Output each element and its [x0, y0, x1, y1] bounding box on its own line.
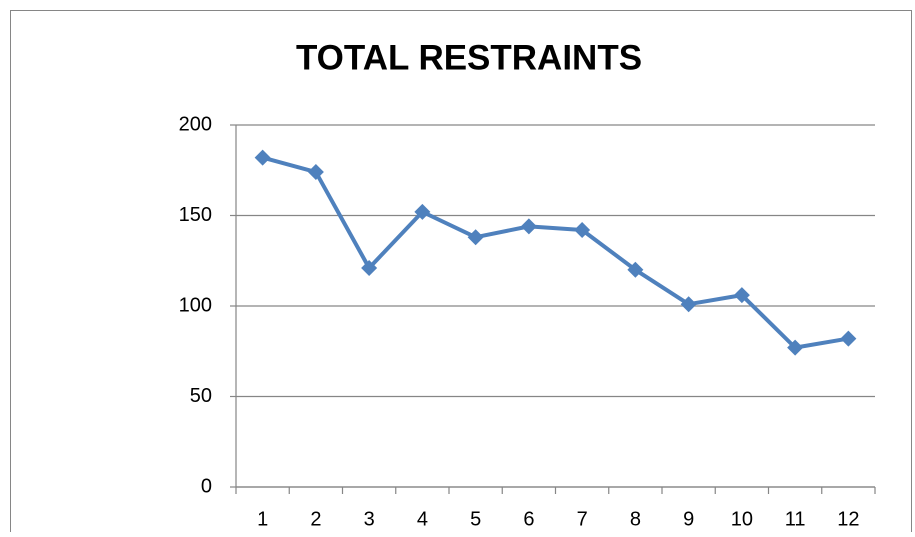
data-point [574, 221, 591, 238]
x-tick-label: 12 [837, 508, 859, 530]
x-tick-label: 8 [630, 508, 641, 530]
x-tick-label: 5 [470, 508, 481, 530]
data-point [520, 218, 537, 235]
y-tick-label: 150 [179, 204, 212, 226]
data-point [254, 149, 271, 166]
data-point [733, 287, 750, 304]
data-point [414, 203, 431, 220]
x-tick-label: 7 [577, 508, 588, 530]
y-tick-label: 200 [179, 113, 212, 135]
data-point [467, 229, 484, 246]
x-tick-label: 4 [417, 508, 428, 530]
x-tick-label: 10 [731, 508, 753, 530]
x-tick-label: 2 [310, 508, 321, 530]
x-tick-label: 11 [785, 508, 806, 530]
y-tick-label: 0 [201, 475, 212, 497]
chart-title: TOTAL RESTRAINTS [296, 38, 642, 77]
x-tick-label: 3 [364, 508, 375, 530]
x-tick-label: 9 [683, 508, 694, 530]
data-point [840, 330, 857, 347]
data-point [680, 296, 697, 313]
x-tick-label: 6 [523, 508, 534, 530]
y-tick-label: 100 [179, 294, 212, 316]
y-tick-label: 50 [190, 385, 212, 407]
chart-frame [10, 10, 912, 537]
data-point [361, 259, 378, 276]
data-point [787, 339, 804, 356]
data-point [307, 164, 324, 181]
data-point [627, 261, 644, 278]
x-tick-label: 1 [257, 508, 268, 530]
series-line [262, 155, 849, 350]
